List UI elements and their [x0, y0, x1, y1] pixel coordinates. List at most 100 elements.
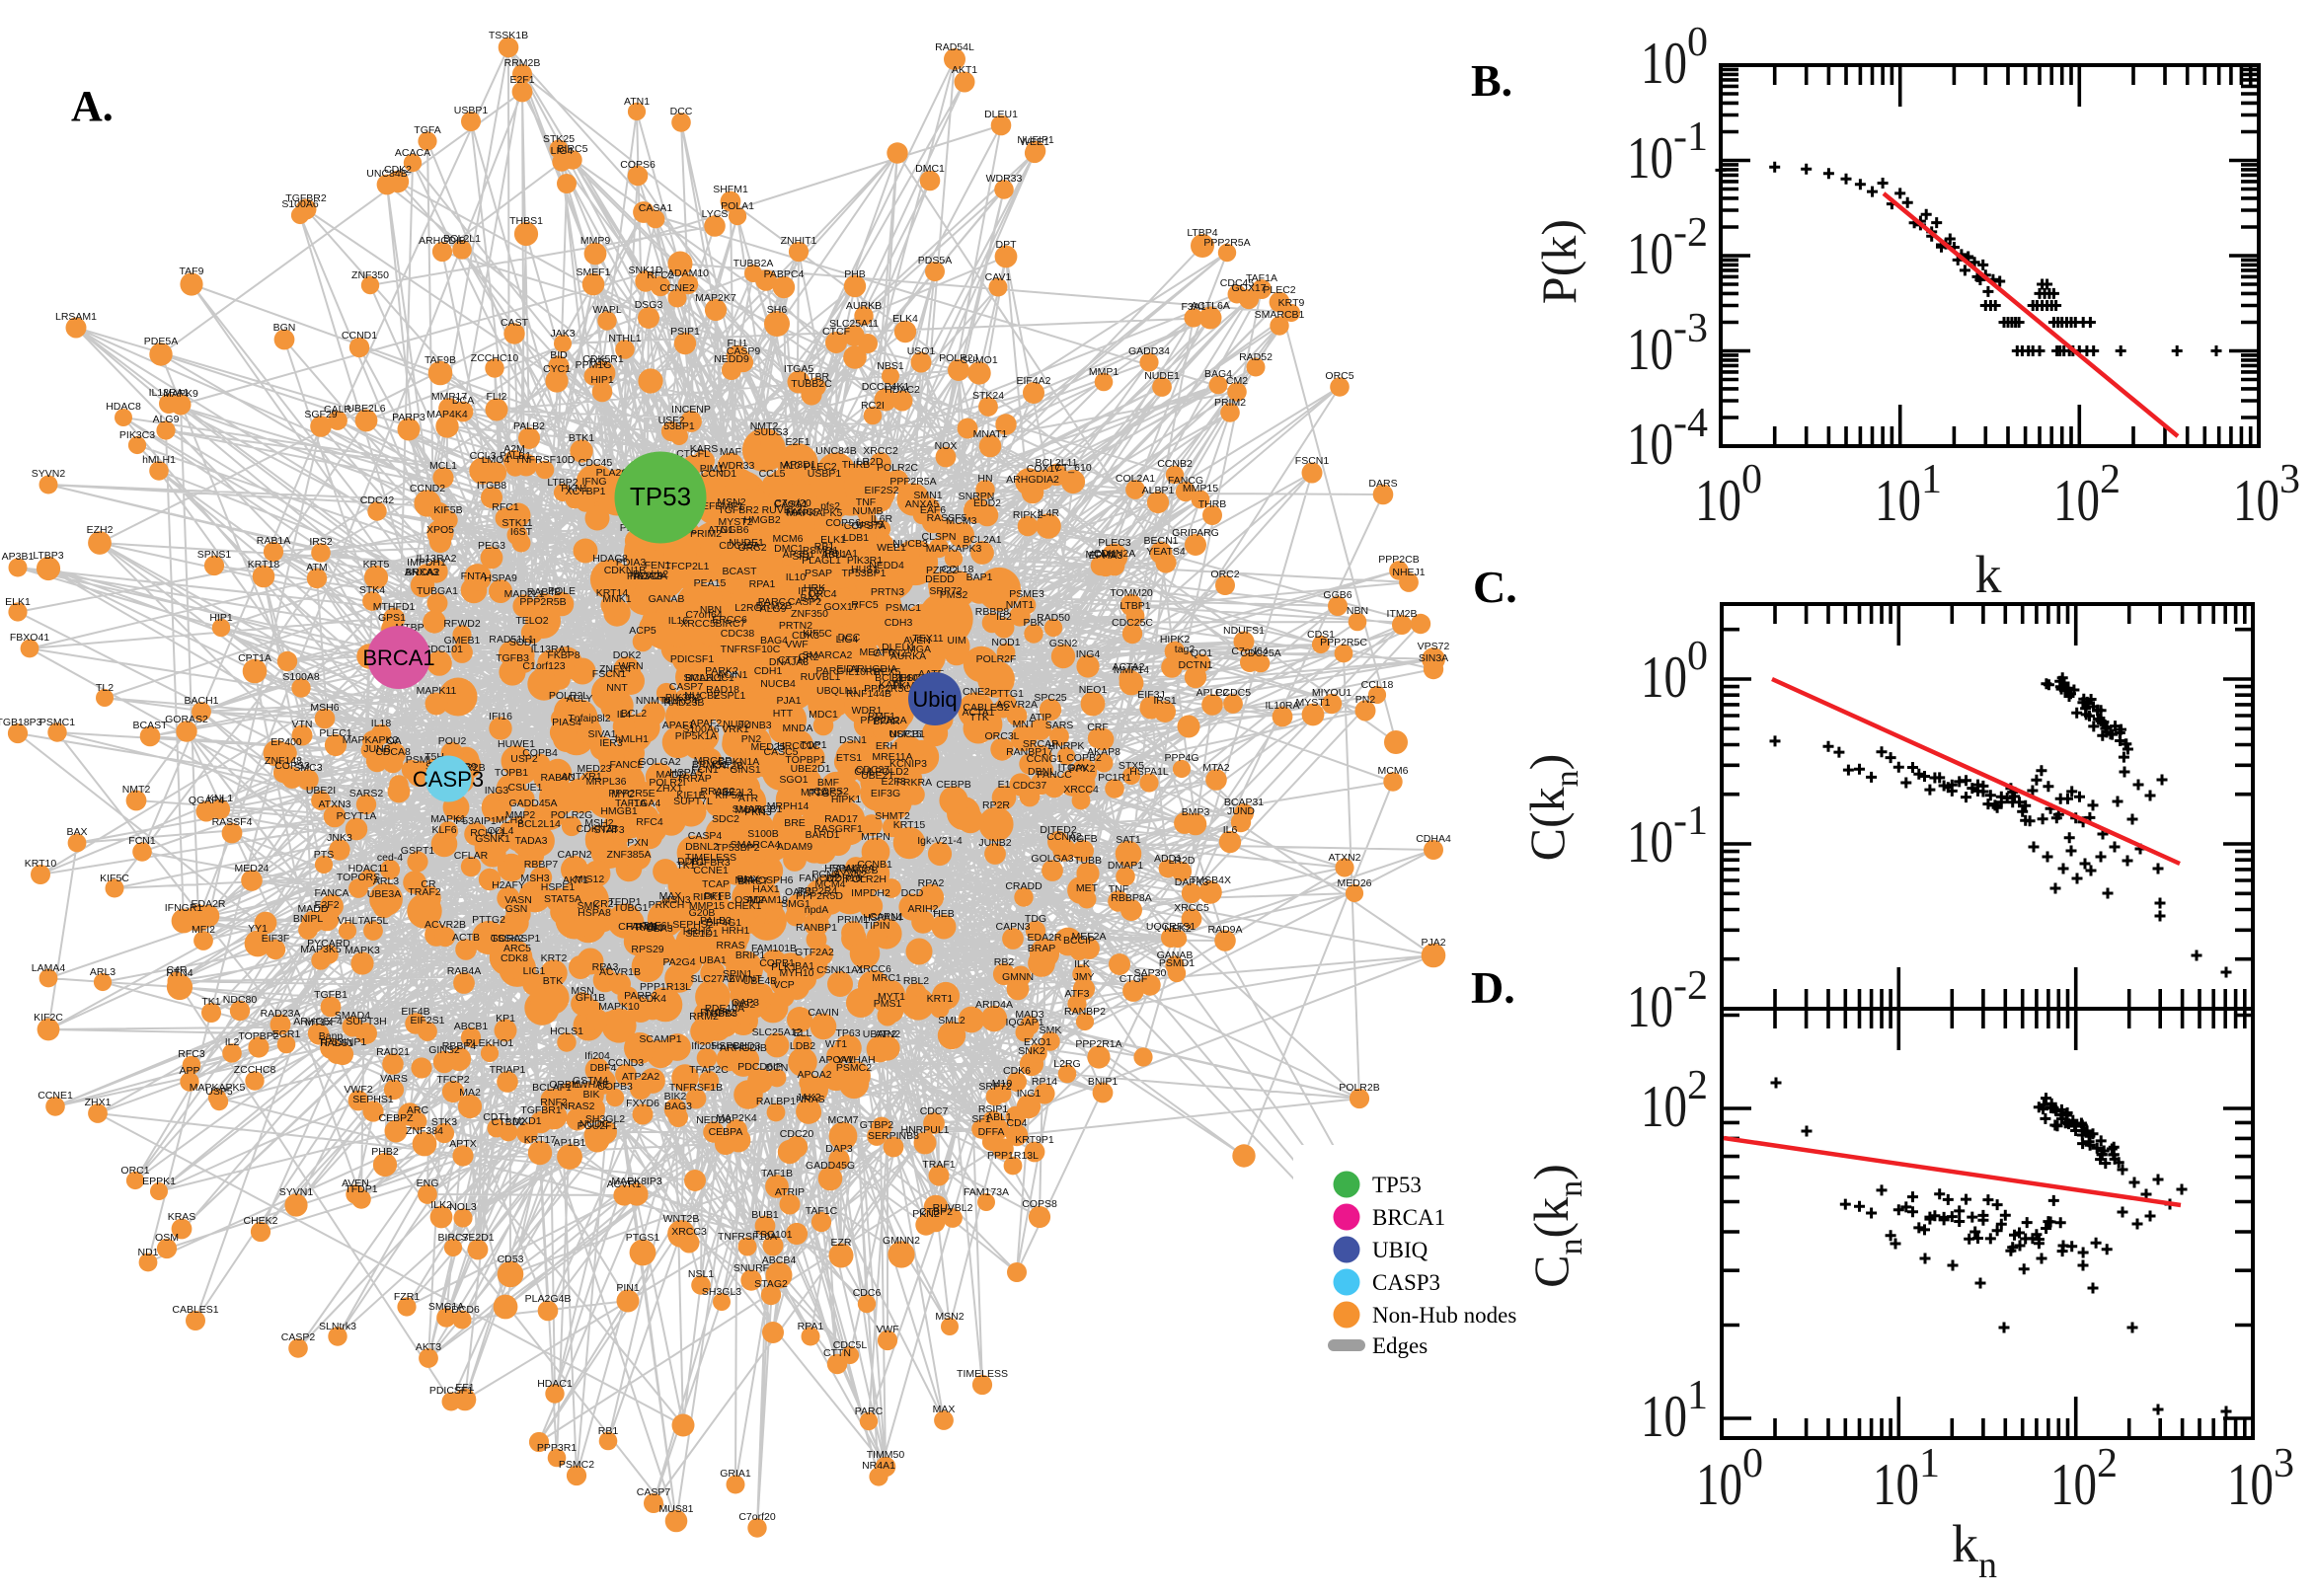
svg-text:CDHA4: CDHA4 [1416, 833, 1451, 845]
svg-text:MGA: MGA [907, 644, 931, 655]
svg-text:RAD54L: RAD54L [935, 41, 974, 53]
svg-text:PIAS4: PIAS4 [552, 717, 581, 728]
svg-text:TOPB1: TOPB1 [495, 767, 528, 779]
svg-text:E2F1: E2F1 [509, 74, 534, 86]
svg-text:MTA2: MTA2 [1202, 762, 1229, 774]
svg-text:RPA3: RPA3 [592, 961, 619, 973]
svg-text:CDS1: CDS1 [1307, 629, 1335, 641]
svg-text:RFC1: RFC1 [492, 501, 519, 513]
svg-text:ACTB: ACTB [452, 932, 480, 944]
svg-text:NR4A1: NR4A1 [862, 1460, 895, 1472]
svg-text:DCD: DCD [901, 887, 924, 899]
svg-text:SERPINB8: SERPINB8 [868, 1130, 919, 1142]
svg-text:BACH1: BACH1 [184, 695, 218, 707]
svg-text:MYST1: MYST1 [1295, 697, 1330, 709]
svg-text:G20B: G20B [689, 907, 716, 919]
svg-text:LYCS: LYCS [702, 208, 729, 220]
svg-text:UBA3: UBA3 [646, 923, 673, 935]
svg-text:TAF1C: TAF1C [806, 1205, 838, 1217]
svg-text:CAPN2: CAPN2 [557, 849, 591, 861]
svg-text:ACLY: ACLY [567, 693, 593, 705]
svg-text:HIPK1: HIPK1 [831, 794, 862, 805]
svg-text:GSN: GSN [505, 903, 528, 915]
svg-text:A2M: A2M [503, 443, 525, 455]
svg-text:tag2: tag2 [1175, 644, 1196, 655]
svg-text:TADA2A: TADA2A [628, 570, 667, 582]
svg-text:PLEC2: PLEC2 [804, 461, 836, 473]
svg-text:PLEC3: PLEC3 [1098, 537, 1130, 549]
svg-text:TL2: TL2 [96, 682, 114, 694]
svg-text:RPA1: RPA1 [798, 1321, 824, 1332]
svg-text:L2RG: L2RG [734, 602, 761, 614]
svg-text:PSMD1: PSMD1 [1159, 957, 1195, 969]
svg-text:C7orf20: C7orf20 [738, 1511, 776, 1523]
svg-text:SMARCA2: SMARCA2 [803, 649, 853, 661]
svg-text:CCNE1: CCNE1 [693, 865, 729, 876]
svg-text:ACVR1: ACVR1 [606, 1178, 641, 1190]
svg-text:SMAD4: SMAD4 [335, 1010, 370, 1022]
svg-text:ERH: ERH [876, 740, 897, 752]
svg-text:JUND: JUND [1227, 805, 1255, 817]
svg-text:LR2D: LR2D [857, 456, 884, 468]
svg-text:ZWINT: ZWINT [729, 973, 762, 985]
svg-text:STK11: STK11 [502, 517, 532, 529]
svg-text:LIG4: LIG4 [836, 634, 859, 646]
svg-text:VHL: VHL [338, 915, 358, 927]
svg-text:AKAP8: AKAP8 [1087, 746, 1120, 758]
svg-text:FANCL: FANCL [626, 921, 659, 933]
svg-text:NUCB4: NUCB4 [760, 678, 796, 690]
svg-text:FANCB: FANCB [843, 865, 878, 876]
svg-text:APOA2: APOA2 [797, 1069, 831, 1081]
svg-text:OSM: OSM [155, 1232, 179, 1244]
svg-text:FLI2: FLI2 [486, 391, 506, 403]
svg-text:FANCD2: FANCD2 [799, 873, 840, 884]
svg-text:MCM7: MCM7 [828, 1114, 859, 1126]
svg-text:PIK3C3: PIK3C3 [627, 570, 662, 582]
svg-text:HRCC1C: HRCC1C [777, 740, 820, 752]
svg-text:BIRC7: BIRC7 [438, 1232, 469, 1244]
svg-text:CCL5: CCL5 [759, 468, 786, 480]
svg-text:SDC2: SDC2 [712, 813, 739, 825]
svg-text:TRAF1: TRAF1 [922, 1159, 955, 1171]
svg-text:HMGB2: HMGB2 [743, 514, 781, 526]
svg-text:ACTA1: ACTA1 [962, 707, 994, 719]
svg-text:MFI2: MFI2 [192, 924, 215, 936]
svg-text:TIPIN: TIPIN [864, 920, 890, 932]
svg-text:DOK2: DOK2 [613, 649, 642, 661]
svg-text:NMT2: NMT2 [750, 420, 779, 432]
svg-text:POLR2G: POLR2G [551, 809, 593, 821]
svg-text:DMC1: DMC1 [915, 163, 945, 175]
svg-text:PSMC1: PSMC1 [39, 717, 75, 728]
svg-text:ELK1: ELK1 [5, 596, 31, 608]
svg-text:RTN4: RTN4 [166, 967, 193, 979]
svg-text:KIF1B: KIF1B [676, 790, 705, 801]
svg-text:ENG: ENG [417, 1178, 439, 1189]
svg-text:CDC7: CDC7 [920, 1105, 949, 1117]
svg-text:MYC: MYC [611, 789, 635, 800]
svg-text:KLF6: KLF6 [431, 824, 456, 836]
svg-text:NMT1: NMT1 [1006, 599, 1035, 611]
svg-text:ARHGDIB: ARHGDIB [720, 1042, 767, 1054]
svg-text:EIF3J: EIF3J [1137, 689, 1164, 701]
svg-text:CCL3: CCL3 [470, 450, 497, 462]
svg-text:S100A8: S100A8 [282, 671, 320, 683]
svg-text:PPP2R2A: PPP2R2A [860, 715, 906, 726]
svg-text:RAB4A: RAB4A [447, 965, 481, 977]
svg-text:PRTN2: PRTN2 [779, 620, 812, 632]
svg-text:MADD: MADD [656, 769, 687, 781]
svg-text:MEF2A: MEF2A [1071, 931, 1106, 943]
svg-text:RFC3: RFC3 [178, 1048, 205, 1060]
svg-text:AKT1: AKT1 [563, 874, 588, 886]
svg-text:COPB2: COPB2 [1066, 752, 1102, 764]
svg-text:Non-Hub nodes: Non-Hub nodes [1372, 1303, 1516, 1328]
svg-text:MDC1: MDC1 [809, 709, 838, 721]
svg-text:IL13RA1: IL13RA1 [149, 387, 190, 399]
svg-text:PSMC1: PSMC1 [886, 602, 921, 614]
svg-text:ARID4A: ARID4A [975, 999, 1013, 1011]
svg-text:POLR2F: POLR2F [976, 653, 1017, 665]
svg-text:BAG3: BAG3 [664, 1101, 692, 1112]
svg-text:EIF4G1: EIF4G1 [706, 917, 741, 929]
svg-text:CDC5L: CDC5L [833, 1339, 868, 1351]
svg-text:PALB1: PALB1 [500, 450, 531, 462]
svg-text:MRC1: MRC1 [872, 972, 901, 984]
